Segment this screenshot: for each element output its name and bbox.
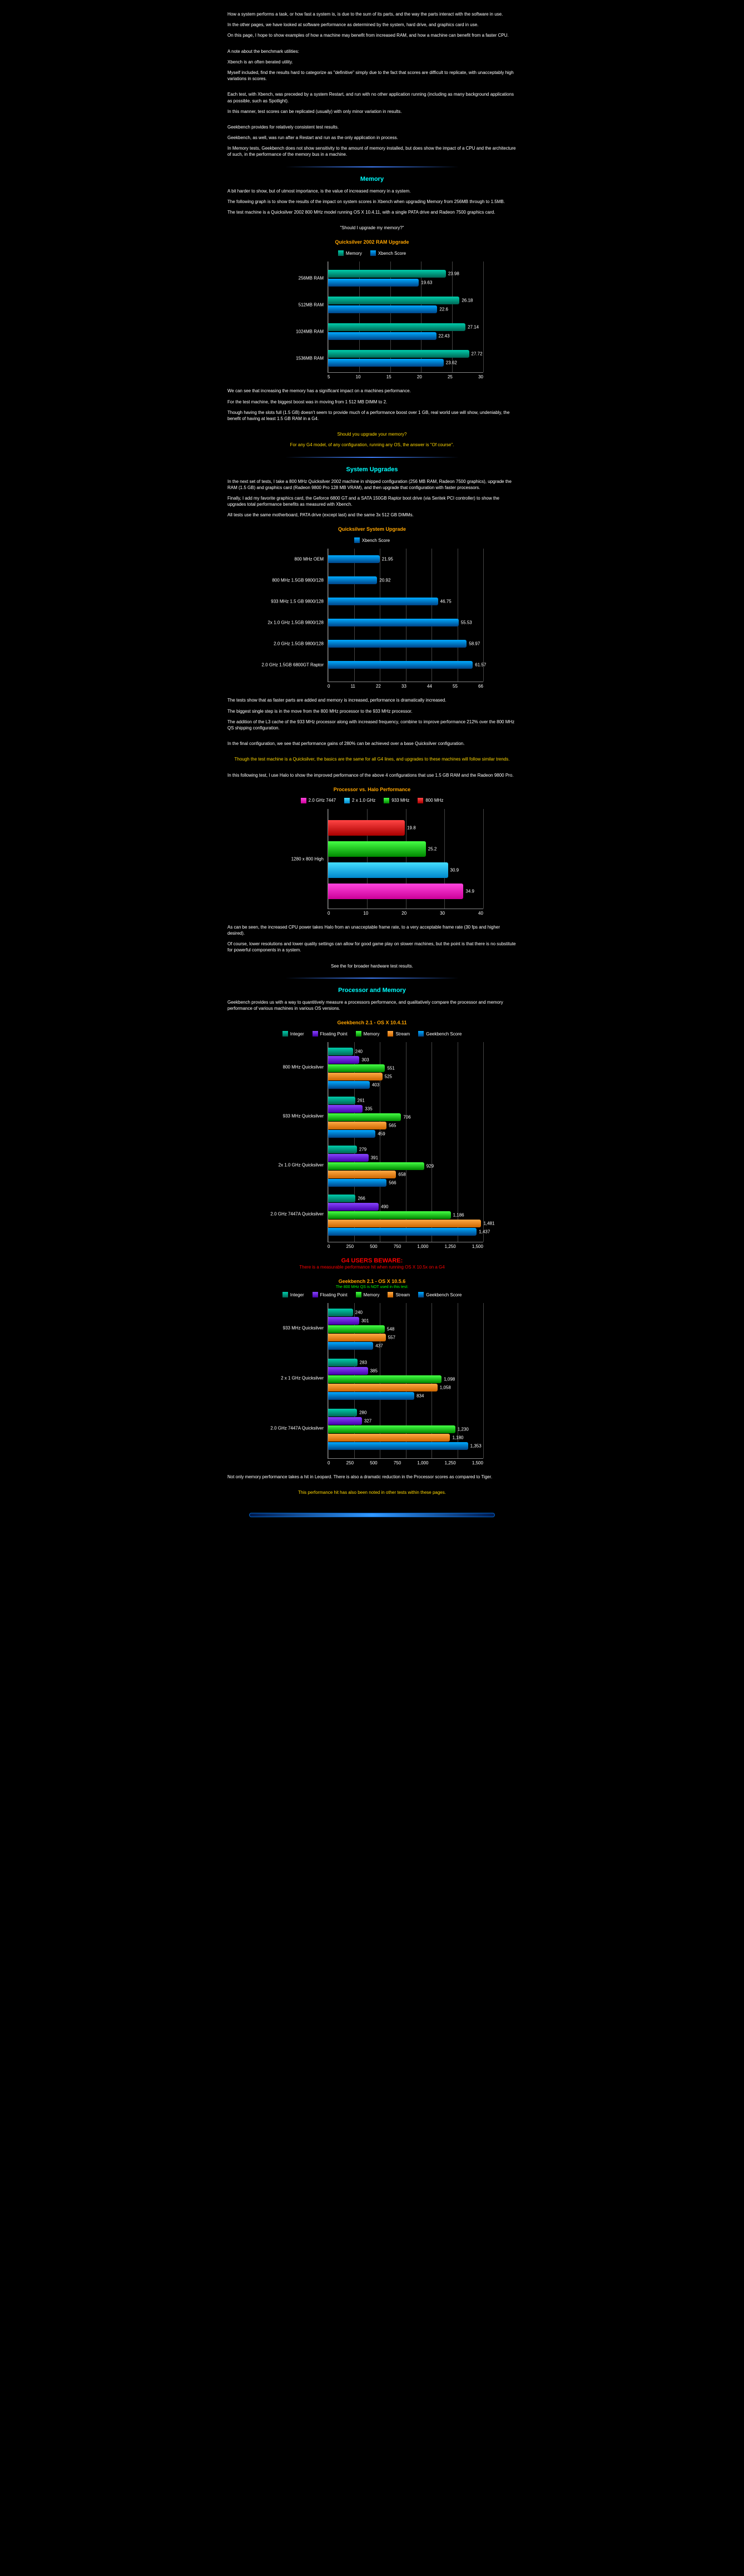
- divider: [285, 166, 459, 167]
- ram-chart-title: Quicksilver 2002 RAM Upgrade: [255, 239, 489, 245]
- halo-legend: 2.0 GHz 7447 2 x 1.0 GHz 933 MHz 800 MHz: [255, 798, 489, 803]
- ram-legend: Memory Xbench Score: [255, 250, 489, 256]
- sys-title: System Upgrades: [227, 466, 517, 473]
- gb2-sub: The 800 MHz QS is NOT used in this test:: [255, 1285, 489, 1289]
- intro-p7: Each test, with Xbench, was preceded by …: [227, 91, 517, 103]
- mem-p6: Though having the slots full (1.5 GB) do…: [227, 409, 517, 422]
- sys-p3: All tests use the same motherboard, PATA…: [227, 512, 517, 518]
- intro-p3: On this page, I hope to show examples of…: [227, 32, 517, 38]
- warn-sub: There is a measurable performance hit wh…: [227, 1264, 517, 1270]
- intro-p4: A note about the benchmark utilities:: [227, 48, 517, 55]
- gb1-title: Geekbench 2.1 - OS X 10.4.11: [255, 1020, 489, 1025]
- halo-p1: As can be seen, the increased CPU power …: [227, 924, 517, 936]
- gb2-title: Geekbench 2.1 - OS X 10.5.6: [255, 1279, 489, 1284]
- intro-p9: Geekbench provides for relatively consis…: [227, 124, 517, 130]
- sys-p2: Finally, I add my favorite graphics card…: [227, 495, 517, 507]
- intro-p11: In Memory tests, Geekbench does not show…: [227, 145, 517, 157]
- gb-chart1: Geekbench 2.1 - OS X 10.4.11 Integer Flo…: [255, 1020, 489, 1249]
- intro-p1: How a system performs a task, or how fas…: [227, 11, 517, 17]
- sys-c1: Though the test machine is a Quicksilver…: [227, 756, 517, 762]
- sys-p5: The biggest single step is in the move f…: [227, 708, 517, 714]
- gb-chart2: Geekbench 2.1 - OS X 10.5.6 The 800 MHz …: [255, 1279, 489, 1465]
- proc-p1: Geekbench provides us with a way to quan…: [227, 999, 517, 1011]
- halo-chart: Processor vs. Halo Performance 2.0 GHz 7…: [255, 787, 489, 916]
- halo-chart-title: Processor vs. Halo Performance: [255, 787, 489, 792]
- mem-question: "Should I upgrade my memory?": [227, 225, 517, 231]
- intro-p5: Xbench is an often berated utility.: [227, 59, 517, 65]
- mem-c1: Should you upgrade your memory?: [227, 431, 517, 437]
- proc-p2: Not only memory performance takes a hit …: [227, 1474, 517, 1480]
- mem-p2: The following graph is to show the resul…: [227, 199, 517, 205]
- mem-p1: A bit harder to show, but of utmost impo…: [227, 188, 517, 194]
- halo-p3: See the for broader hardware test result…: [227, 963, 517, 969]
- sys-p4: The tests show that as faster parts are …: [227, 697, 517, 703]
- sys-p1: In the next set of tests, I take a 800 M…: [227, 478, 517, 491]
- main-content: How a system performs a task, or how fas…: [227, 0, 517, 1545]
- intro-p10: Geekbench, as well, was run after a Rest…: [227, 135, 517, 141]
- mem-p3: The test machine is a Quicksilver 2002 8…: [227, 209, 517, 215]
- divider: [285, 978, 459, 979]
- sys-p6: The addition of the L3 cache of the 933 …: [227, 719, 517, 731]
- mem-p5: For the test machine, the biggest boost …: [227, 399, 517, 405]
- mem-p4: We can see that increasing the memory ha…: [227, 388, 517, 394]
- sys-chart-title: Quicksilver System Upgrade: [255, 526, 489, 532]
- sys-chart: Quicksilver System Upgrade Xbench Score …: [255, 526, 489, 689]
- sys-p8: In this following test, I use Halo to sh…: [227, 772, 517, 778]
- intro-p6: Myself included, find the results hard t…: [227, 70, 517, 82]
- intro-p2: In the other pages, we have looked at so…: [227, 22, 517, 28]
- divider: [285, 457, 459, 458]
- sys-p7: In the final configuration, we see that …: [227, 741, 517, 747]
- gb1-legend: Integer Floating Point Memory Stream Gee…: [255, 1031, 489, 1037]
- memory-title: Memory: [227, 176, 517, 182]
- proc-c1: This performance hit has also been noted…: [227, 1489, 517, 1496]
- warn-title: G4 USERS BEWARE:: [227, 1257, 517, 1264]
- halo-p2: Of course, lower resolutions and lower q…: [227, 941, 517, 953]
- mem-c2: For any G4 model, of any configuration, …: [227, 442, 517, 448]
- intro-p8: In this manner, test scores can be repli…: [227, 108, 517, 115]
- sys-legend: Xbench Score: [255, 537, 489, 543]
- gb2-legend: Integer Floating Point Memory Stream Gee…: [255, 1292, 489, 1297]
- ram-chart: Quicksilver 2002 RAM Upgrade Memory Xben…: [255, 239, 489, 379]
- footer-bar: [249, 1513, 495, 1517]
- proc-title: Processor and Memory: [227, 987, 517, 994]
